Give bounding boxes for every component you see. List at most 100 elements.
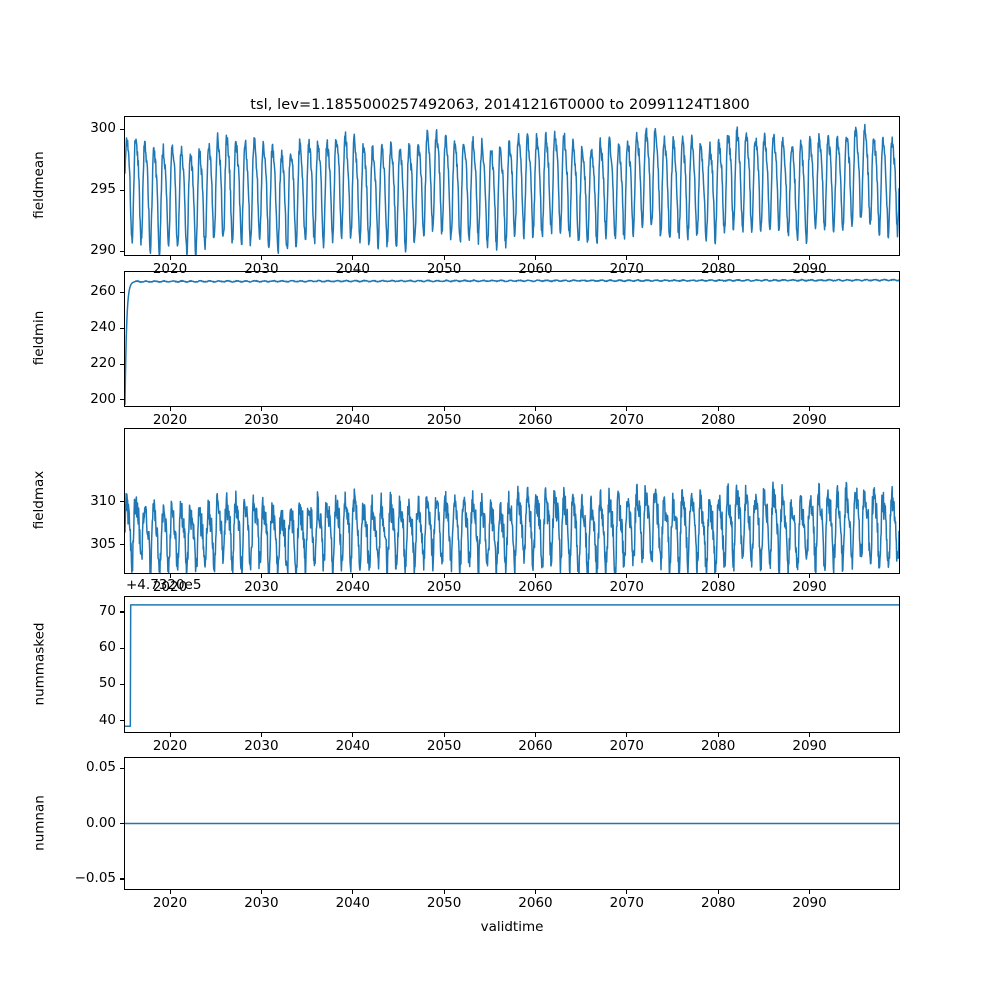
axes-numnan <box>124 757 900 890</box>
x-tick-fieldmin-0 <box>169 407 171 411</box>
x-tick-nummasked-2 <box>352 733 354 737</box>
x-tick-label-nummasked-5: 2070 <box>609 738 644 754</box>
x-tick-label-nummasked-6: 2080 <box>701 738 736 754</box>
plot-area-fieldmean <box>125 123 899 255</box>
y-tick-fieldmin-3 <box>120 291 124 294</box>
y-tick-fieldmin-0 <box>120 399 124 401</box>
y-tick-fieldmean-1 <box>120 189 124 191</box>
x-tick-fieldmax-6 <box>717 574 719 578</box>
plot-area-fieldmax <box>125 481 899 573</box>
y-axis-label-nummasked: nummasked <box>31 622 47 705</box>
y-tick-label-fieldmin-2: 240 <box>90 319 116 336</box>
x-tick-fieldmax-0 <box>169 574 171 578</box>
x-tick-fieldmax-4 <box>534 574 537 578</box>
y-tick-label-fieldmean-0: 290 <box>90 242 116 259</box>
x-tick-fieldmean-0 <box>169 256 171 260</box>
x-tick-label-numnan-7: 2090 <box>792 895 827 911</box>
x-tick-numnan-5 <box>626 890 628 894</box>
x-tick-label-fieldmin-4: 2060 <box>518 412 553 428</box>
axes-nummasked <box>124 596 900 733</box>
x-tick-fieldmin-3 <box>443 407 445 411</box>
y-tick-label-nummasked-3: 70 <box>98 602 116 619</box>
x-tick-nummasked-5 <box>626 733 628 737</box>
y-tick-fieldmax-1 <box>120 501 124 503</box>
x-tick-fieldmin-6 <box>717 407 719 411</box>
x-tick-numnan-1 <box>260 890 262 894</box>
x-tick-fieldmax-2 <box>352 574 354 578</box>
x-tick-nummasked-1 <box>260 733 262 737</box>
series-line-fieldmin <box>125 278 899 405</box>
x-tick-fieldmin-5 <box>626 407 628 411</box>
x-tick-label-fieldmax-5: 2070 <box>609 579 644 595</box>
x-tick-label-numnan-1: 2030 <box>244 895 279 911</box>
y-tick-nummasked-1 <box>120 683 124 686</box>
x-tick-numnan-7 <box>809 890 811 894</box>
x-tick-label-numnan-0: 2020 <box>152 895 188 911</box>
y-tick-label-fieldmean-2: 300 <box>90 120 116 137</box>
x-tick-nummasked-3 <box>443 733 445 737</box>
y-tick-label-fieldmax-0: 305 <box>90 535 116 552</box>
x-tick-label-fieldmin-6: 2080 <box>701 412 736 428</box>
x-tick-label-fieldmean-1: 2030 <box>244 261 279 277</box>
y-tick-label-numnan-2: 0.05 <box>85 759 116 776</box>
x-tick-fieldmin-1 <box>260 407 262 411</box>
x-tick-label-nummasked-3: 2050 <box>426 738 462 754</box>
y-tick-label-nummasked-0: 40 <box>98 711 116 728</box>
x-tick-label-fieldmean-2: 2040 <box>335 261 370 277</box>
y-tick-label-numnan-1: 0.00 <box>85 814 116 831</box>
y-axis-label-fieldmax: fieldmax <box>31 470 47 530</box>
x-tick-fieldmax-7 <box>809 574 811 578</box>
y-tick-fieldmean-2 <box>120 128 124 130</box>
x-tick-fieldmean-6 <box>717 256 719 260</box>
y-tick-fieldmean-0 <box>120 250 124 252</box>
y-tick-fieldmax-0 <box>120 544 124 546</box>
y-tick-numnan-1 <box>120 823 124 825</box>
y-tick-numnan-2 <box>120 767 124 769</box>
x-tick-label-fieldmax-2: 2040 <box>335 579 370 595</box>
x-tick-label-fieldmax-0: 2020 <box>152 579 188 595</box>
y-axis-label-fieldmean: fieldmean <box>31 151 47 219</box>
x-tick-label-fieldmin-2: 2040 <box>335 412 370 428</box>
x-tick-label-nummasked-0: 2020 <box>152 738 188 754</box>
y-tick-fieldmin-1 <box>120 363 124 365</box>
y-tick-label-nummasked-1: 50 <box>98 675 116 692</box>
x-tick-label-fieldmean-5: 2070 <box>609 261 644 277</box>
y-tick-label-fieldmin-0: 200 <box>90 390 116 407</box>
x-tick-nummasked-6 <box>717 733 719 737</box>
y-tick-label-fieldmax-1: 310 <box>90 492 116 509</box>
figure-title: tsl, lev=1.1855000257492063, 20141216T00… <box>250 97 750 113</box>
y-axis-label-numnan: numnan <box>31 794 47 851</box>
x-tick-label-numnan-6: 2080 <box>701 895 736 911</box>
x-tick-label-fieldmax-3: 2050 <box>426 579 462 595</box>
x-tick-fieldmax-5 <box>626 574 628 578</box>
axes-fieldmin <box>124 271 900 407</box>
y-tick-nummasked-2 <box>120 647 124 649</box>
axes-fieldmax <box>124 428 900 574</box>
y-tick-label-fieldmean-1: 295 <box>90 181 116 198</box>
x-axis-label: validtime <box>480 919 544 935</box>
x-tick-label-fieldmax-1: 2030 <box>244 579 279 595</box>
plot-area-nummasked <box>125 604 899 728</box>
y-tick-label-fieldmin-3: 260 <box>90 283 116 300</box>
plot-area-fieldmin <box>125 278 899 405</box>
x-tick-nummasked-7 <box>809 733 811 737</box>
x-tick-label-fieldmean-7: 2090 <box>792 261 827 277</box>
x-tick-label-fieldmean-0: 2020 <box>152 261 188 277</box>
x-tick-label-nummasked-1: 2030 <box>244 738 279 754</box>
x-tick-fieldmean-1 <box>260 256 262 260</box>
x-tick-label-fieldmin-3: 2050 <box>426 412 462 428</box>
x-tick-label-fieldmean-4: 2060 <box>518 261 553 277</box>
x-tick-label-nummasked-4: 2060 <box>518 738 553 754</box>
x-tick-label-numnan-4: 2060 <box>518 895 553 911</box>
x-tick-label-fieldmean-6: 2080 <box>701 261 736 277</box>
x-tick-label-nummasked-7: 2090 <box>792 738 827 754</box>
y-tick-nummasked-3 <box>120 611 124 613</box>
x-tick-nummasked-4 <box>534 733 537 737</box>
y-tick-label-nummasked-2: 60 <box>98 639 116 656</box>
x-tick-label-numnan-2: 2040 <box>335 895 370 911</box>
x-tick-numnan-3 <box>443 890 445 894</box>
x-tick-label-fieldmax-6: 2080 <box>701 579 736 595</box>
x-tick-label-fieldmax-4: 2060 <box>518 579 553 595</box>
y-tick-fieldmin-2 <box>120 327 124 329</box>
